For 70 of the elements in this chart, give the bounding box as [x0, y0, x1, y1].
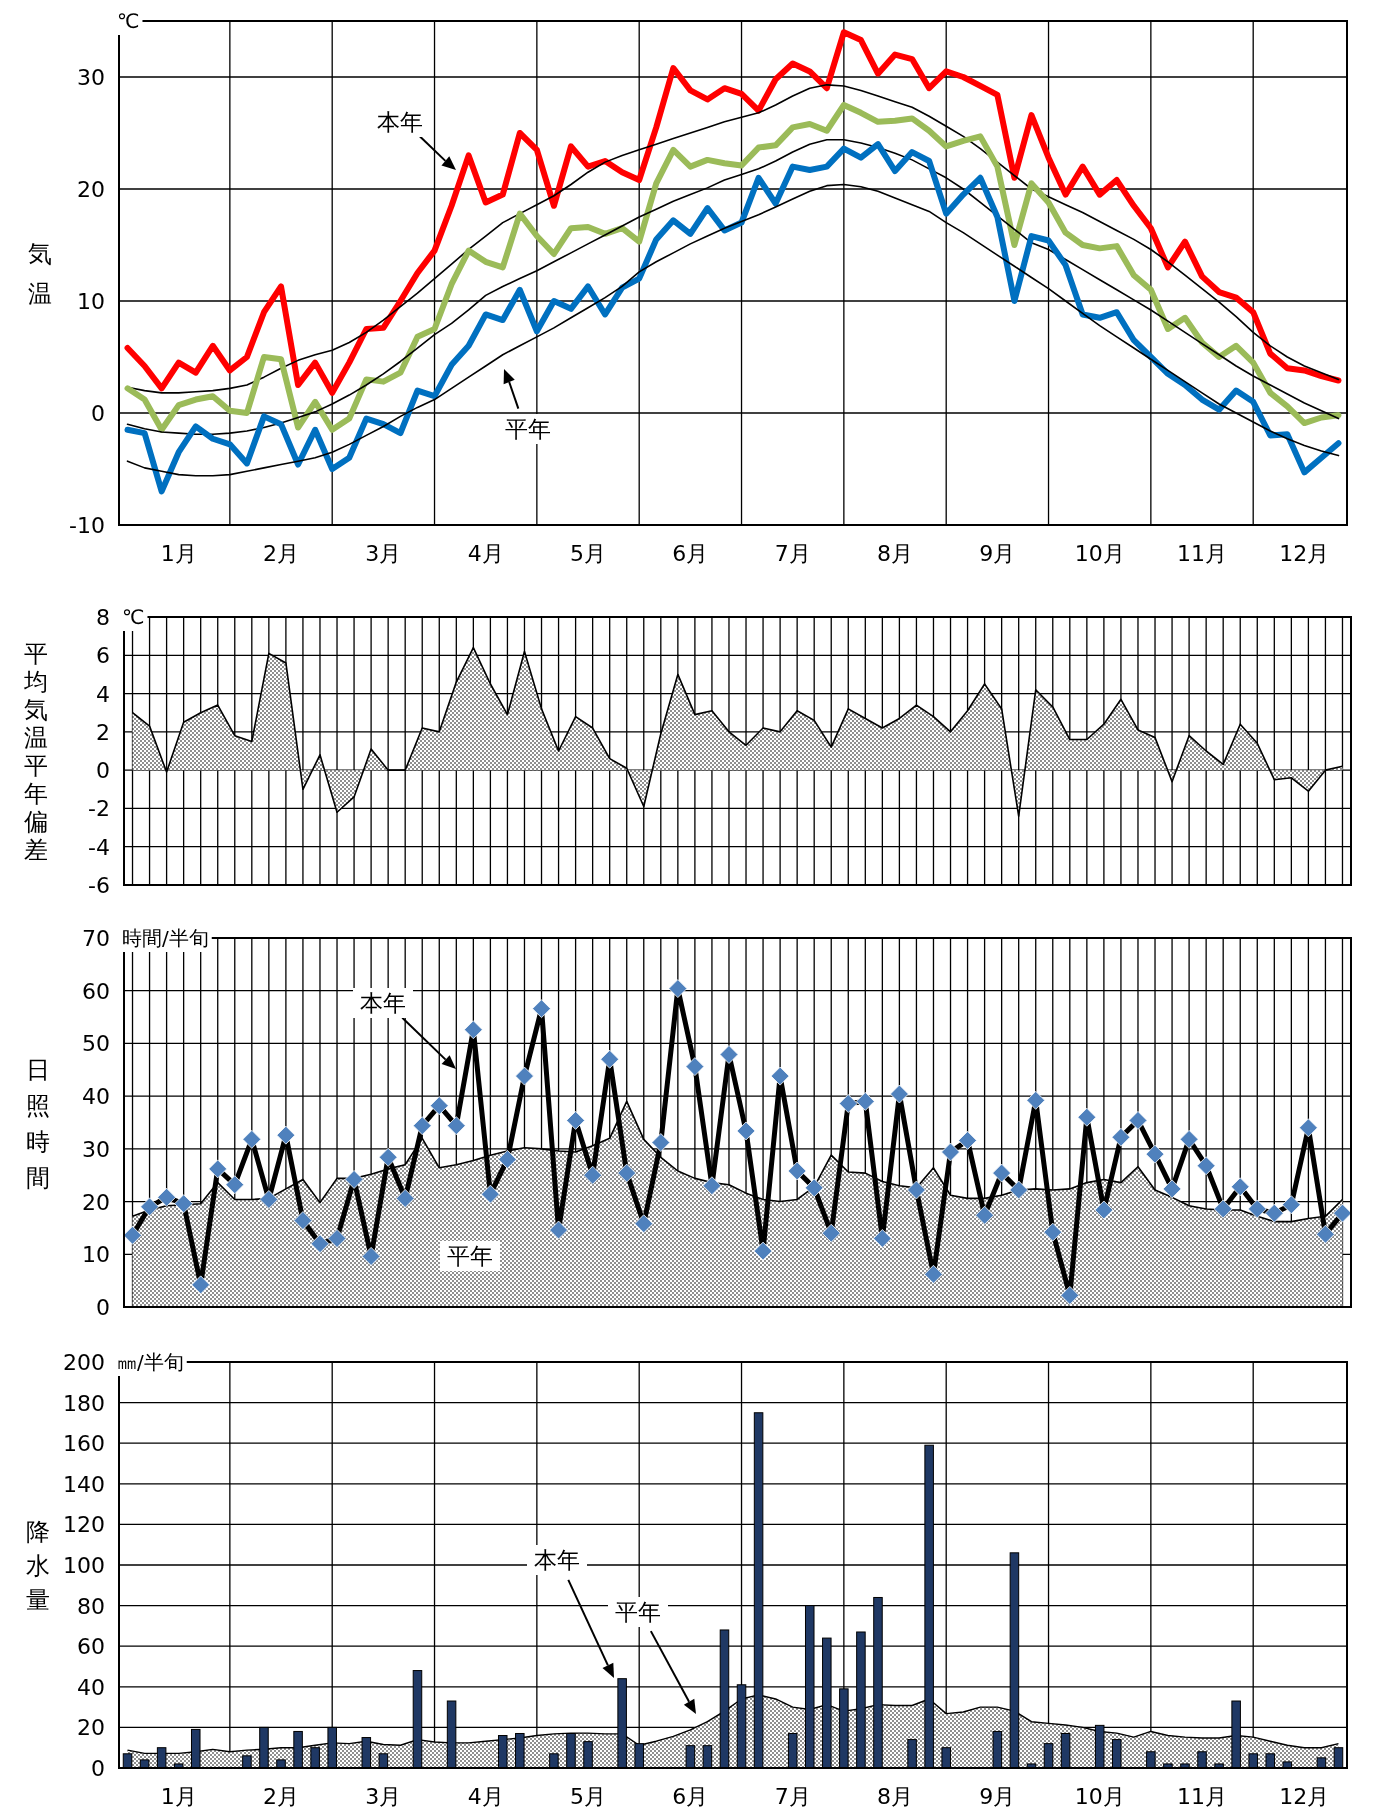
x-tick-label: 11月	[1177, 1784, 1228, 1809]
y-tick-label: 0	[91, 1756, 105, 1781]
x-tick-label: 3月	[365, 1784, 402, 1809]
annotation: ℃	[117, 9, 140, 33]
annotation: 平年	[615, 1599, 661, 1625]
y-tick-label: 200	[63, 1350, 105, 1375]
x-tick-label: 2月	[263, 1784, 300, 1809]
y-tick-label: 30	[82, 1136, 110, 1162]
y-tick-label: 60	[77, 1634, 105, 1660]
y-tick-label: 20	[77, 1715, 105, 1741]
x-tick-label: 10月	[1074, 541, 1125, 566]
y-tick-label: 180	[63, 1390, 105, 1416]
y-tick-label: 20	[82, 1189, 110, 1215]
y-axis-title: 気温	[28, 240, 52, 308]
x-tick-label: 1月	[160, 541, 197, 566]
y-tick-label: 160	[63, 1431, 105, 1457]
y-tick-label: 6	[96, 643, 110, 669]
x-tick-label: 5月	[570, 541, 607, 566]
y-tick-label: 10	[82, 1242, 110, 1268]
x-tick-label: 3月	[365, 541, 402, 566]
x-tick-label: 4月	[467, 1784, 504, 1809]
y-tick-label: 4	[96, 681, 110, 707]
y-tick-label: -2	[88, 796, 110, 822]
y-axis-title: 降水量	[26, 1518, 50, 1614]
y-tick-label: 0	[91, 401, 105, 426]
y-tick-label: -4	[88, 834, 110, 860]
y-tick-label: 0	[96, 758, 110, 784]
y-tick-label: 30	[77, 65, 105, 90]
annotation: ㎜/半旬	[117, 1350, 184, 1374]
x-tick-label: 2月	[263, 541, 300, 566]
x-tick-label: 7月	[774, 1784, 811, 1809]
y-tick-label: 60	[82, 978, 110, 1004]
annotation: ℃	[122, 605, 145, 629]
x-tick-label: 6月	[672, 541, 709, 566]
y-tick-label: 10	[77, 289, 105, 314]
x-tick-label: 12月	[1279, 1784, 1330, 1809]
y-tick-label: -10	[69, 513, 105, 538]
y-tick-label: 8	[96, 605, 110, 630]
y-tick-label: 40	[82, 1084, 110, 1110]
y-tick-label: 120	[63, 1512, 105, 1538]
annotation: 時間/半旬	[122, 926, 209, 950]
x-tick-label: 12月	[1279, 541, 1330, 566]
x-tick-label: 1月	[160, 1784, 197, 1809]
x-tick-label: 5月	[570, 1784, 607, 1809]
x-tick-label: 11月	[1177, 541, 1228, 566]
annotation: 平年	[447, 1243, 493, 1269]
x-tick-label: 10月	[1074, 1784, 1125, 1809]
x-tick-label: 4月	[467, 541, 504, 566]
y-tick-label: 2	[96, 719, 110, 745]
y-tick-label: 80	[77, 1593, 105, 1619]
y-tick-label: -6	[88, 873, 110, 898]
x-tick-label: 8月	[877, 1784, 914, 1809]
annotation: 本年	[377, 109, 423, 135]
annotation: 平年	[505, 416, 551, 442]
annotation: 本年	[360, 990, 406, 1016]
x-tick-label: 7月	[774, 541, 811, 566]
y-tick-label: 70	[82, 926, 110, 951]
y-tick-label: 100	[63, 1553, 105, 1578]
x-tick-label: 9月	[979, 1784, 1016, 1809]
annotation: 本年	[534, 1547, 580, 1573]
y-tick-label: 50	[82, 1031, 110, 1057]
x-tick-label: 9月	[979, 541, 1016, 566]
y-tick-label: 40	[77, 1674, 105, 1700]
y-tick-label: 140	[63, 1471, 105, 1497]
x-tick-label: 8月	[877, 541, 914, 566]
y-axis-title: 日照時間	[26, 1055, 50, 1192]
x-tick-label: 6月	[672, 1784, 709, 1809]
y-tick-label: 20	[77, 177, 105, 202]
y-tick-label: 0	[96, 1295, 110, 1320]
y-axis-title: 平均気温平年偏差	[23, 640, 48, 864]
